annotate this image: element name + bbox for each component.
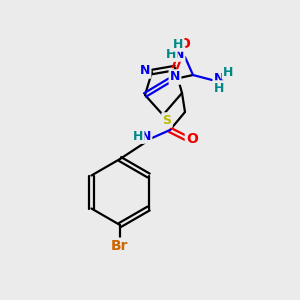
- Text: Br: Br: [111, 239, 129, 253]
- Text: H: H: [173, 38, 183, 50]
- Text: N: N: [214, 73, 224, 85]
- Text: N: N: [141, 130, 151, 142]
- Text: N: N: [174, 47, 184, 61]
- Text: N: N: [140, 64, 150, 77]
- Text: O: O: [186, 132, 198, 146]
- Text: H: H: [133, 130, 143, 142]
- Text: H: H: [166, 47, 176, 61]
- Text: H: H: [223, 65, 233, 79]
- Text: S: S: [163, 113, 172, 127]
- Text: O: O: [178, 37, 190, 51]
- Text: H: H: [214, 82, 224, 94]
- Text: N: N: [170, 70, 180, 83]
